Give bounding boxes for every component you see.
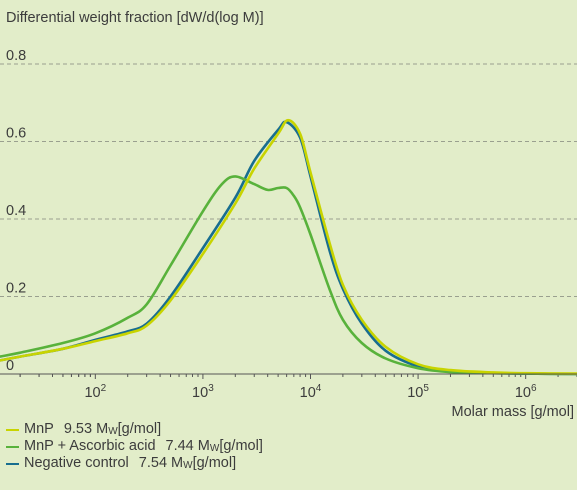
legend-mw-negative-control: 7.54 MW[g/mol] <box>138 455 237 471</box>
legend-label-mnp: MnP <box>24 421 54 437</box>
y-tick-labels: 0 0.2 0.4 0.6 0.8 <box>6 48 26 374</box>
series-lines <box>0 118 577 376</box>
x-tick-label: 106 <box>515 383 537 401</box>
legend-mw-mnp-ascorbic-acid: 7.44 MW[g/mol] <box>165 438 263 454</box>
x-tick-label: 102 <box>84 383 106 401</box>
legend-label-negative-control: Negative control <box>24 455 129 471</box>
legend-mw-mnp: 9.53 MW[g/mol] <box>63 421 162 437</box>
legend-swatch-negative-control <box>6 463 19 465</box>
y-axis-label: Differential weight fraction [dW/d(log M… <box>6 10 264 26</box>
y-tick-label: 0.6 <box>6 126 26 142</box>
x-tick-label: 105 <box>407 383 429 401</box>
x-tick-label: 103 <box>192 383 214 401</box>
x-tick-labels: 102 103 104 105 106 <box>19 374 577 401</box>
gridlines <box>0 63 577 297</box>
y-tick-label: 0.8 <box>6 48 26 64</box>
legend-swatch-mnp <box>6 429 19 431</box>
x-axis-label: Molar mass [g/mol] <box>452 404 574 420</box>
series-line-mnp <box>0 118 577 375</box>
legend-swatch-mnp-ascorbic-acid <box>6 446 19 448</box>
y-tick-label: 0 <box>6 358 14 374</box>
x-tick-label: 104 <box>300 383 322 401</box>
series-line-mnp-ascorbic-acid <box>0 175 577 376</box>
y-tick-label: 0.4 <box>6 203 26 219</box>
legend-label-mnp-ascorbic-acid: MnP + Ascorbic acid <box>24 438 156 454</box>
y-tick-label: 0.2 <box>6 281 26 297</box>
